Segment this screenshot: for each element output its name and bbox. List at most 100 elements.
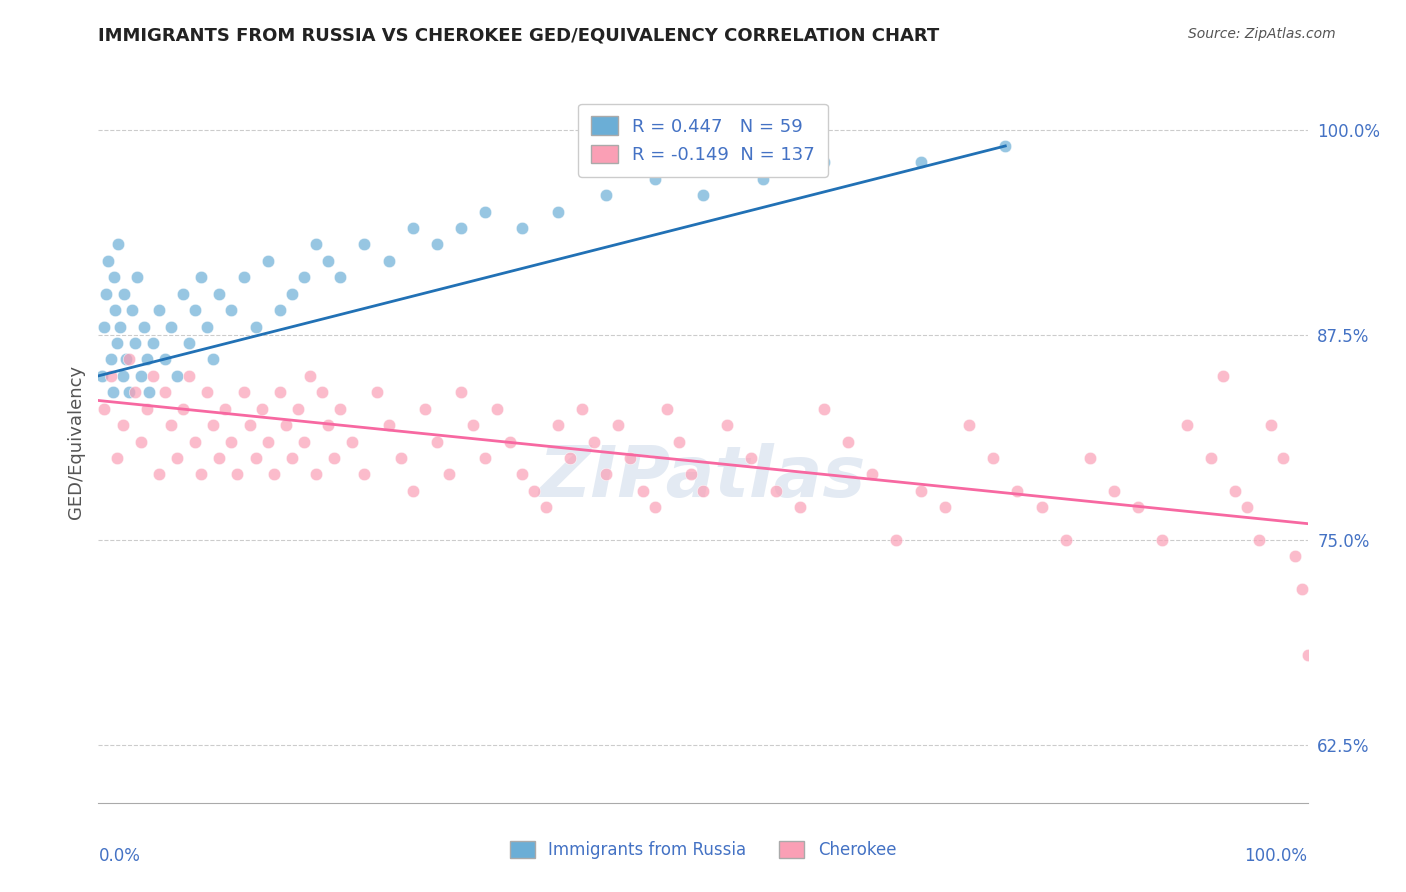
Point [91, 368, 114, 383]
Point [558, 450, 581, 465]
Point [740, 450, 762, 465]
Point [1175, 418, 1198, 433]
Point [160, 319, 183, 334]
Point [1152, 533, 1174, 547]
Point [214, 401, 236, 416]
Point [134, 319, 156, 334]
Point [269, 385, 291, 400]
Point [910, 483, 932, 498]
Text: Source: ZipAtlas.com: Source: ZipAtlas.com [1188, 27, 1336, 41]
Point [498, 434, 520, 449]
Point [583, 434, 606, 449]
Point [124, 385, 146, 400]
Point [547, 418, 569, 433]
Point [1212, 368, 1234, 383]
Point [644, 500, 666, 515]
Point [1284, 549, 1306, 564]
Point [994, 139, 1017, 153]
Point [142, 336, 165, 351]
Point [1249, 533, 1271, 547]
Point [250, 401, 273, 416]
Point [450, 221, 472, 235]
Point [190, 467, 212, 482]
Point [153, 385, 176, 400]
Point [631, 483, 654, 498]
Point [124, 336, 146, 351]
Point [860, 467, 883, 482]
Point [256, 434, 278, 449]
Point [1102, 483, 1125, 498]
Point [305, 467, 328, 482]
Point [179, 368, 201, 383]
Point [426, 434, 449, 449]
Point [184, 434, 207, 449]
Point [104, 303, 127, 318]
Point [245, 319, 267, 334]
Point [190, 270, 212, 285]
Point [232, 385, 254, 400]
Point [619, 450, 641, 465]
Point [1260, 418, 1282, 433]
Point [523, 483, 546, 498]
Point [837, 434, 859, 449]
Point [195, 319, 218, 334]
Point [135, 401, 157, 416]
Point [813, 401, 835, 416]
Point [172, 286, 194, 301]
Point [474, 204, 496, 219]
Point [1223, 483, 1246, 498]
Point [1078, 450, 1101, 465]
Point [655, 401, 678, 416]
Point [292, 434, 315, 449]
Point [115, 352, 138, 367]
Point [202, 352, 225, 367]
Point [208, 450, 231, 465]
Point [510, 221, 533, 235]
Point [692, 188, 714, 202]
Point [208, 286, 231, 301]
Legend: R = 0.447   N = 59, R = -0.149  N = 137: R = 0.447 N = 59, R = -0.149 N = 137 [578, 103, 828, 177]
Point [111, 418, 134, 433]
Point [256, 254, 278, 268]
Point [135, 352, 157, 367]
Point [118, 385, 141, 400]
Point [1128, 500, 1150, 515]
Point [195, 385, 218, 400]
Point [127, 270, 149, 285]
Point [239, 418, 262, 433]
Point [1291, 582, 1313, 597]
Point [292, 270, 315, 285]
Point [413, 401, 436, 416]
Point [148, 467, 170, 482]
Point [752, 171, 775, 186]
Point [148, 303, 170, 318]
Point [934, 500, 956, 515]
Text: 100.0%: 100.0% [1244, 847, 1308, 865]
Point [595, 188, 617, 202]
Point [93, 401, 115, 416]
Point [263, 467, 285, 482]
Point [353, 467, 375, 482]
Point [105, 336, 128, 351]
Point [644, 171, 666, 186]
Point [172, 401, 194, 416]
Point [281, 286, 304, 301]
Point [153, 352, 176, 367]
Point [232, 270, 254, 285]
Point [981, 450, 1004, 465]
Point [166, 450, 188, 465]
Point [910, 155, 932, 169]
Point [221, 434, 243, 449]
Point [202, 418, 225, 433]
Point [437, 467, 460, 482]
Point [226, 467, 249, 482]
Point [142, 368, 165, 383]
Point [299, 368, 322, 383]
Point [94, 286, 117, 301]
Point [112, 286, 135, 301]
Point [789, 500, 811, 515]
Point [813, 155, 835, 169]
Point [426, 237, 449, 252]
Point [1272, 450, 1295, 465]
Point [474, 450, 496, 465]
